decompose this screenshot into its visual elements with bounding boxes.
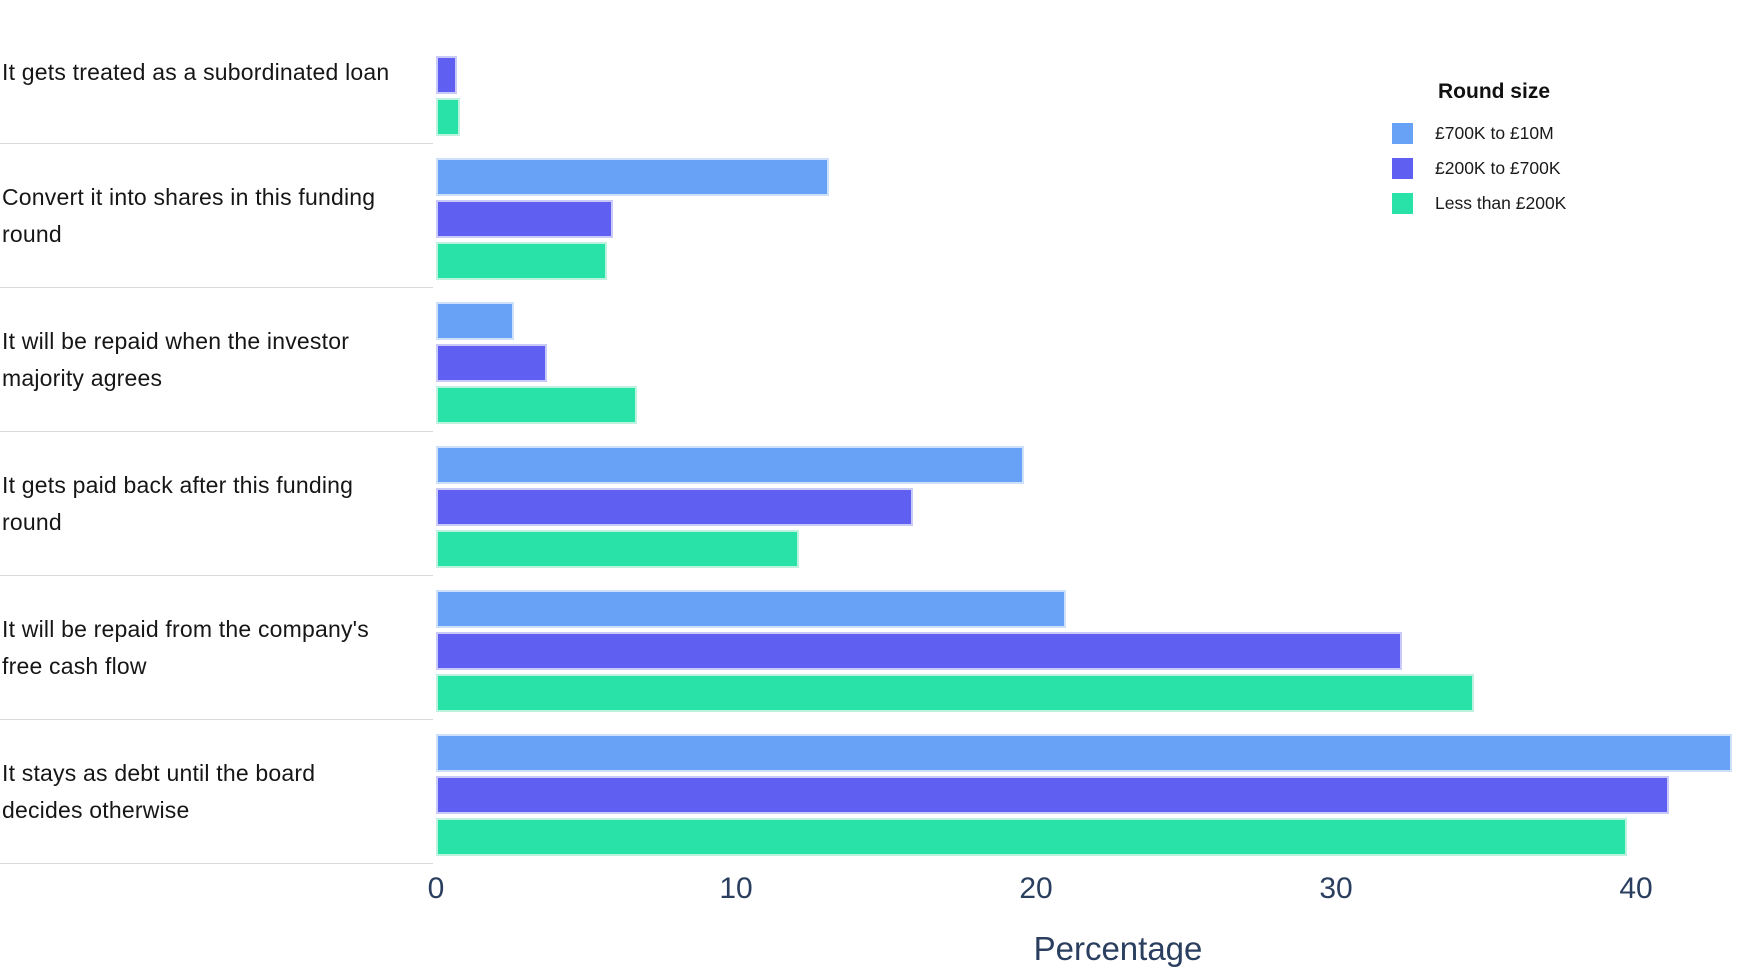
bar-group [436,14,460,136]
x-tick-label-20: 20 [1019,872,1053,905]
bar-700k-to-10m[interactable] [436,446,1024,484]
bar-less-than-200k[interactable] [436,242,607,280]
category-label: Convert it into shares in this funding ro… [2,144,430,288]
category-label: It will be repaid from the company's free… [2,576,430,720]
bar-group [436,590,1474,712]
bar-less-than-200k[interactable] [436,98,460,136]
row-separator [0,719,433,720]
category-label-line: It will be repaid when the investor [2,328,350,354]
legend-item-700k-to-10m[interactable]: £700K to £10M [1392,116,1566,151]
x-tick-label-0: 0 [427,872,445,905]
bar-less-than-200k[interactable] [436,818,1627,856]
legend-item-label: Less than £200K [1435,193,1567,213]
row-separator [0,863,433,864]
x-tick-label-10: 10 [719,872,753,905]
category-label: It gets paid back after this funding roun… [2,432,430,576]
legend-item-label: £700K to £10M [1435,123,1554,143]
category-label-line: round [2,221,62,247]
category-row-convert-it-into-shares-in-this: Convert it into shares in this funding ro… [0,144,1738,288]
x-tick-label-40: 40 [1619,872,1653,905]
category-label-line: decides otherwise [2,797,190,823]
bar-700k-to-10m[interactable] [436,590,1066,628]
legend-swatch-200k-to-700k [1392,158,1413,179]
legend: Round size £700K to £10M £200K to £700K Le… [1392,80,1566,221]
category-row-it-will-be-repaid-when-the-inv: It will be repaid when the investor major… [0,288,1738,432]
bar-group [436,734,1732,856]
x-axis-title: Percentage [1033,930,1203,967]
bar-700k-to-10m[interactable] [436,158,829,196]
category-label-line: round [2,509,62,535]
bar-200k-to-700k[interactable] [436,344,547,382]
bar-group [436,446,1024,568]
bar-200k-to-700k[interactable] [436,200,613,238]
category-row-it-will-be-repaid-from-the-com: It will be repaid from the company's free… [0,576,1738,720]
row-separator [0,287,433,288]
category-label: It will be repaid when the investor major… [2,288,430,432]
bar-group [436,302,637,424]
category-label-line: It gets treated as a subordinated loan [2,58,390,85]
bar-700k-to-10m[interactable] [436,302,514,340]
legend-item-200k-to-700k[interactable]: £200K to £700K [1392,151,1566,186]
bar-200k-to-700k[interactable] [436,488,913,526]
category-row-it-stays-as-debt-until-the-boa: It stays as debt until the board decides … [0,720,1738,864]
legend-items: £700K to £10M £200K to £700K Less than £20… [1392,116,1566,221]
category-label-line: Convert it into shares in this funding [2,184,376,210]
category-label: It gets treated as a subordinated loan [2,0,430,144]
bar-200k-to-700k[interactable] [436,632,1402,670]
bar-700k-to-10m[interactable] [436,734,1732,772]
bar-group [436,158,829,280]
legend-item-label: £200K to £700K [1435,158,1561,178]
category-row-it-gets-paid-back-after-this-f: It gets paid back after this funding roun… [0,432,1738,576]
legend-swatch-less-than-200k [1392,193,1413,214]
bar-less-than-200k[interactable] [436,674,1474,712]
bar-less-than-200k[interactable] [436,530,799,568]
category-label: It stays as debt until the board decides … [2,720,430,864]
legend-title: Round size [1438,80,1551,103]
category-label-line: free cash flow [2,653,147,679]
category-label-line: It will be repaid from the company's [2,616,369,642]
bar-200k-to-700k[interactable] [436,56,457,94]
category-label-line: majority agrees [2,365,163,391]
legend-swatch-700k-to-10m [1392,123,1413,144]
category-label-line: It stays as debt until the board [2,760,316,786]
x-tick-label-30: 30 [1319,872,1353,905]
row-separator [0,143,433,144]
legend-item-less-than-200k[interactable]: Less than £200K [1392,186,1566,221]
category-label-line: It gets paid back after this funding [2,472,354,498]
bar-less-than-200k[interactable] [436,386,637,424]
bar-200k-to-700k[interactable] [436,776,1669,814]
category-row-it-gets-treated-as-a-subordina: It gets treated as a subordinated loan [0,0,1738,144]
row-separator [0,431,433,432]
row-separator [0,575,433,576]
